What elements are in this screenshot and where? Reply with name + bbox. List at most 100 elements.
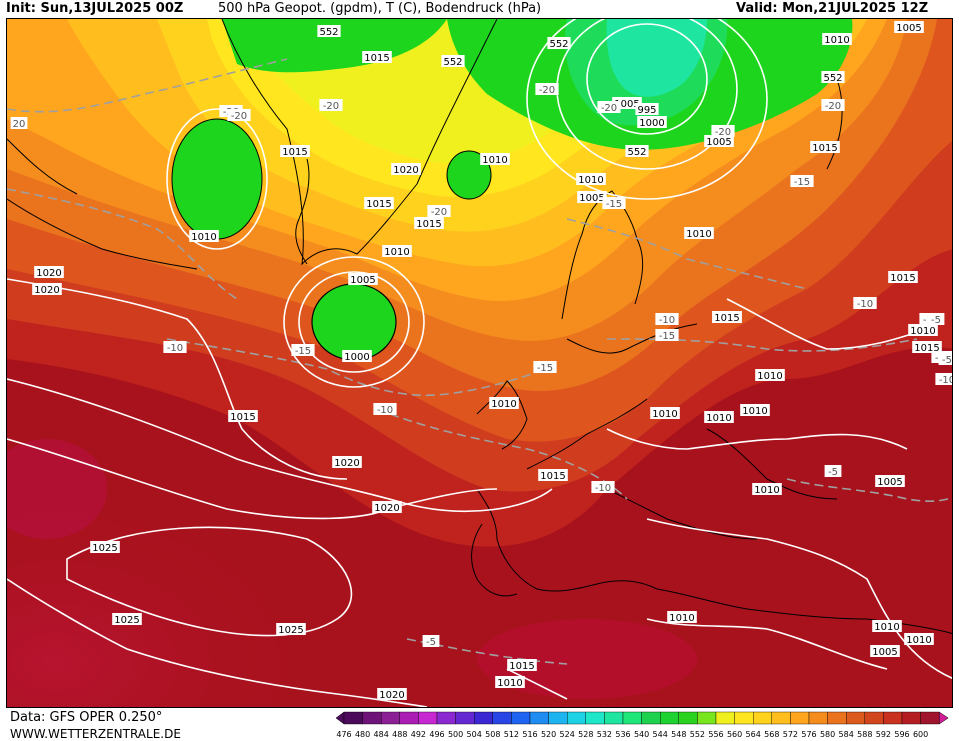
scale-swatch [622, 711, 642, 725]
pressure-label-text: 1010 [706, 413, 731, 424]
scale-tick-label: 580 [820, 730, 835, 739]
pressure-label-text: 1010 [578, 175, 603, 186]
pressure-label-text: 1010 [191, 232, 216, 243]
temperature-label-text: -5 [931, 315, 941, 326]
scale-swatch [566, 711, 586, 725]
pressure-label-text: 1025 [114, 615, 139, 626]
pressure-label: 1010 [908, 324, 938, 337]
temperature-label-text: -5 [828, 467, 838, 478]
pressure-label: 1010 [904, 633, 934, 646]
pressure-label-text: 1015 [914, 343, 939, 354]
pressure-label-text: 1010 [669, 613, 694, 624]
pressure-label-text: 1010 [491, 399, 516, 410]
pressure-label-text: 1010 [906, 635, 931, 646]
pressure-label-text: 1005 [579, 193, 604, 204]
pressure-label: 552 [317, 25, 341, 38]
temperature-label-text: -5 [426, 637, 436, 648]
temperature-label: -15 [291, 344, 315, 357]
pressure-label: 1020 [32, 283, 62, 296]
pressure-label-text: 1015 [714, 313, 739, 324]
coastlines [7, 19, 952, 634]
scale-tick-label: 492 [411, 730, 426, 739]
pressure-label-text: 1010 [742, 406, 767, 417]
map-title: 500 hPa Geopot. (gpdm), T (C), Bodendruc… [218, 1, 542, 16]
weather-map-svg: 1005 1010 552 1015 552 552 1010 552 1020 1010 1015… [7, 19, 953, 707]
pressure-label-text: 1015 [230, 412, 255, 423]
scale-swatch [678, 711, 698, 725]
scale-tick-label: 512 [504, 730, 519, 739]
pressure-label-text: 1020 [334, 458, 359, 469]
temperature-label: -20 [711, 125, 735, 138]
scale-tick-label: 600 [913, 730, 928, 739]
band-548-north [222, 19, 447, 73]
pressure-label: 1015 [280, 145, 310, 158]
temperature-label-text: -15 [794, 177, 810, 188]
color-scale: 476 480 484 488 492 496 500 504 508 512 516 520 524 5… [336, 711, 949, 739]
scale-swatch [920, 711, 940, 725]
pressure-label: 1010 [480, 153, 510, 166]
scale-tick-label: 592 [876, 730, 891, 739]
temperature-label: -20 [319, 99, 343, 112]
pressure-label-text: 1005 [877, 477, 902, 488]
temperature-label-text: -10 [595, 483, 611, 494]
scale-swatch [585, 711, 605, 725]
pressure-label-text: 1005 [872, 647, 897, 658]
temperature-label-text: -15 [295, 346, 311, 357]
temperature-label-text: -20 [323, 101, 339, 112]
pressure-label-text: 1010 [874, 622, 899, 633]
pressure-label: 1020 [372, 501, 402, 514]
pressure-label: 995 [635, 103, 659, 116]
scale-swatch [362, 711, 382, 725]
scale-swatch [492, 711, 512, 725]
pressure-label-text: 1015 [364, 53, 389, 64]
pressure-label-text: 1015 [416, 219, 441, 230]
scale-swatch [790, 711, 810, 725]
pressure-label: 1005 [894, 21, 924, 34]
pressure-label: 1015 [507, 659, 537, 672]
pressure-label-text: 1025 [92, 543, 117, 554]
pressure-label: 1010 [822, 33, 852, 46]
scale-swatch [511, 711, 531, 725]
pressure-label: 1025 [276, 623, 306, 636]
pressure-label: 1020 [377, 688, 407, 701]
pressure-label-text: 1010 [910, 326, 935, 337]
pressure-label: 1010 [382, 245, 412, 258]
pressure-label-text: 1010 [686, 229, 711, 240]
pressure-label: 1015 [364, 197, 394, 210]
temperature-label-text: -10 [167, 343, 183, 354]
pressure-label-text: 1000 [344, 352, 369, 363]
scale-tick-label: 528 [578, 730, 593, 739]
pressure-label: 1010 [872, 620, 902, 633]
pressure-label: 1000 [637, 116, 667, 129]
temperature-label: 20 [10, 117, 28, 130]
scale-tick-label: 516 [522, 730, 537, 739]
pressure-label-text: 1005 [614, 99, 639, 110]
pressure-label: 1010 [495, 676, 525, 689]
pressure-label-text: 552 [627, 147, 646, 158]
temperature-label: -5 [927, 313, 945, 326]
pressure-label: 1015 [712, 311, 742, 324]
scale-swatch [641, 711, 661, 725]
temperature-label-text: -20 [231, 111, 247, 122]
scale-tick-label: 484 [374, 730, 389, 739]
pressure-label: 1005 [875, 475, 905, 488]
scale-tick-label: 548 [671, 730, 686, 739]
pressure-label: 1025 [112, 613, 142, 626]
scale-tick-label: 544 [653, 730, 668, 739]
temperature-label: -10 [163, 341, 187, 354]
pressure-label-text: 1025 [278, 625, 303, 636]
temperature-label: -15 [790, 175, 814, 188]
temperature-label-text: -20 [601, 103, 617, 114]
temperature-label: -15 [655, 329, 679, 342]
pressure-label-text: 1010 [482, 155, 507, 166]
scale-tick-label: 588 [857, 730, 872, 739]
valid-time: Valid: Mon,21JUL2025 12Z [736, 1, 929, 16]
data-source: Data: GFS OPER 0.250° [10, 710, 163, 725]
temperature-label: -20 [227, 109, 251, 122]
temperature-label: -20 [535, 83, 559, 96]
temperature-label-text: -20 [431, 207, 447, 218]
pressure-label-text: 552 [319, 27, 338, 38]
low-atlantic [311, 283, 397, 361]
temperature-label: -10 [591, 481, 615, 494]
temperature-label-text: -10 [939, 375, 953, 386]
